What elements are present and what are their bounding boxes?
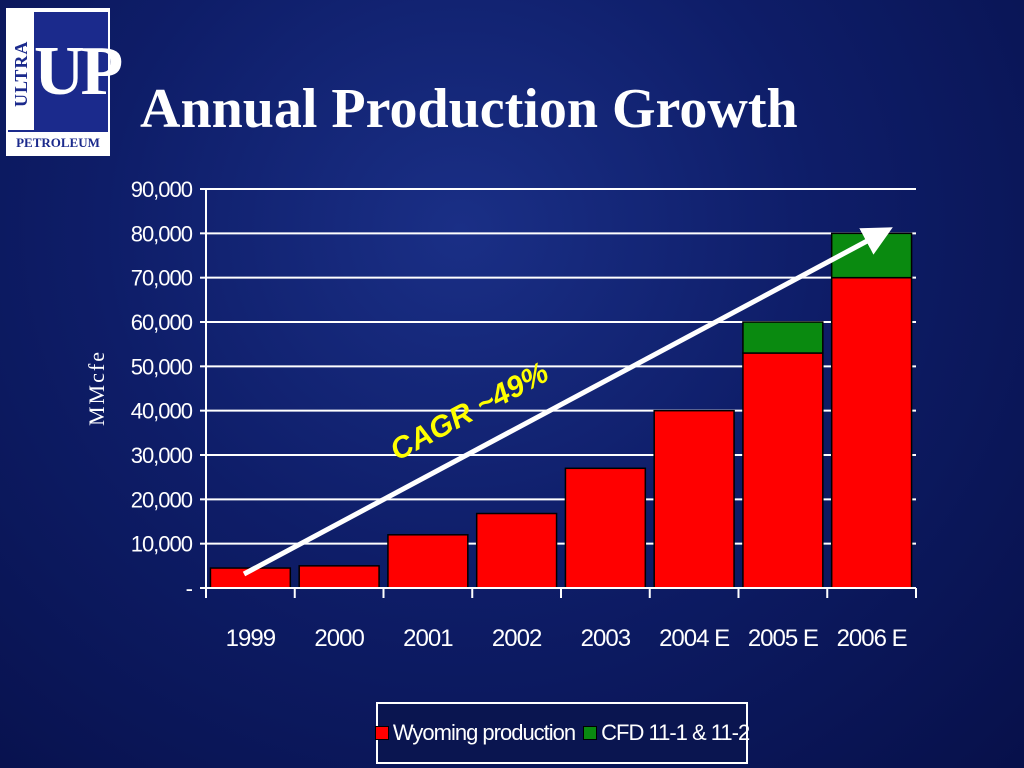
y-tick-label: 50,000 [131,354,193,379]
bar-wyoming-2006e [830,276,913,589]
y-tick-label: 70,000 [131,266,193,291]
production-chart: - 10,000 20,000 30,000 40,000 50,000 60,000 70,… [84,177,913,652]
y-tick-label: 10,000 [131,532,193,557]
legend-item-cfd: CFD 11-1 & 11-2 [583,720,750,746]
y-tick-label: 20,000 [131,487,193,512]
bar-cfd-2005e [742,321,824,354]
bar-wyoming-2002 [475,512,558,589]
y-tick-label: 40,000 [131,399,193,424]
slide-title: Annual Production Growth [140,78,798,140]
y-axis-title: MMcfe [84,350,109,426]
y-tick-label: 30,000 [131,443,193,468]
company-logo: ULTRA UP PETROLEUM [6,8,123,156]
legend-swatch-wyoming [374,726,389,740]
bar-wyoming-2004e [653,409,735,589]
y-tick-label: 60,000 [131,310,193,335]
y-tick-label: 80,000 [131,221,193,246]
x-tick-label: 2006 E [837,625,907,652]
x-tick-label: 2002 [492,625,542,652]
legend-swatch-cfd [583,726,598,740]
y-tick-label: - [186,576,193,601]
legend-label-wyoming: Wyoming production [392,720,576,745]
bar-wyoming-2003 [564,467,647,589]
chart-legend: Wyoming production CFD 11-1 & 11-2 [374,702,750,764]
bar-wyoming-2001 [387,534,469,589]
x-tick-label: 2000 [314,625,364,652]
legend-label-cfd: CFD 11-1 & 11-2 [601,720,750,745]
x-tick-label: 2004 E [659,625,729,652]
logo-bottom-text: PETROLEUM [8,130,108,154]
x-tick-label: 2001 [403,625,453,652]
legend-item-wyoming: Wyoming production [374,720,576,746]
x-tick-label: 2003 [581,625,631,652]
x-tick-label: 1999 [226,625,276,652]
x-tick-label: 2005 E [748,625,818,652]
y-tick-label: 90,000 [131,177,193,202]
bar-wyoming-2005e [742,352,824,589]
cagr-arrow [242,227,893,577]
bar-wyoming-2000 [298,565,380,589]
